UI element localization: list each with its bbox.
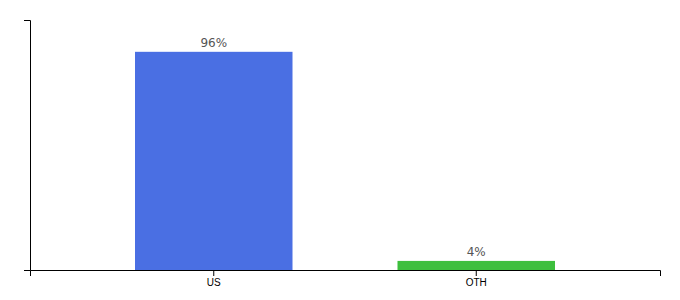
x-tick-mark: [213, 270, 214, 276]
bar: [398, 261, 556, 270]
bar: [135, 52, 293, 270]
data-label: 96%: [200, 36, 227, 50]
x-tick-label: US: [207, 277, 221, 288]
x-axis-line: [31, 271, 661, 277]
x-tick-label: OTH: [466, 277, 487, 288]
chart: US OTH 96% 4%: [0, 0, 680, 300]
bars: [135, 52, 555, 270]
x-tick: OTH: [466, 270, 487, 288]
y-axis-line: [24, 21, 31, 271]
data-labels: 96% 4%: [200, 36, 485, 259]
y-axis: [24, 21, 31, 271]
plot: US OTH 96% 4%: [24, 21, 661, 289]
x-tick-mark: [476, 270, 477, 276]
x-axis: US OTH: [31, 270, 661, 288]
data-label: 4%: [467, 245, 486, 259]
x-tick: US: [207, 270, 221, 288]
